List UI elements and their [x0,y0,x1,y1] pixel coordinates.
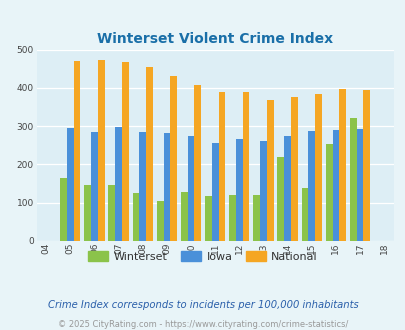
Bar [187,136,194,241]
Bar [290,97,297,241]
Bar [332,129,339,241]
Bar [235,140,242,241]
Bar [277,157,283,241]
Bar [301,188,308,241]
Bar [253,195,260,241]
Bar [146,67,153,241]
Bar [325,145,332,241]
Bar [284,136,290,241]
Bar [260,141,266,241]
Bar [211,143,218,241]
Bar [74,61,80,241]
Legend: Winterset, Iowa, National: Winterset, Iowa, National [83,247,322,267]
Bar [194,85,201,241]
Bar [132,193,139,241]
Bar [218,92,225,241]
Bar [314,94,321,241]
Bar [67,128,74,241]
Bar [108,185,115,241]
Bar [170,76,177,241]
Bar [122,62,128,241]
Bar [308,131,314,241]
Bar [98,60,104,241]
Title: Winterset Violent Crime Index: Winterset Violent Crime Index [97,32,333,46]
Bar [115,127,122,241]
Bar [60,178,67,241]
Bar [266,100,273,241]
Bar [205,196,211,241]
Bar [339,89,345,241]
Bar [362,90,369,241]
Bar [163,133,170,241]
Bar [356,129,362,241]
Text: © 2025 CityRating.com - https://www.cityrating.com/crime-statistics/: © 2025 CityRating.com - https://www.city… [58,319,347,329]
Bar [91,132,98,241]
Bar [139,132,146,241]
Bar [242,92,249,241]
Bar [156,201,163,241]
Bar [84,185,91,241]
Bar [228,195,235,241]
Bar [181,192,187,241]
Bar [349,118,356,241]
Text: Crime Index corresponds to incidents per 100,000 inhabitants: Crime Index corresponds to incidents per… [47,300,358,310]
